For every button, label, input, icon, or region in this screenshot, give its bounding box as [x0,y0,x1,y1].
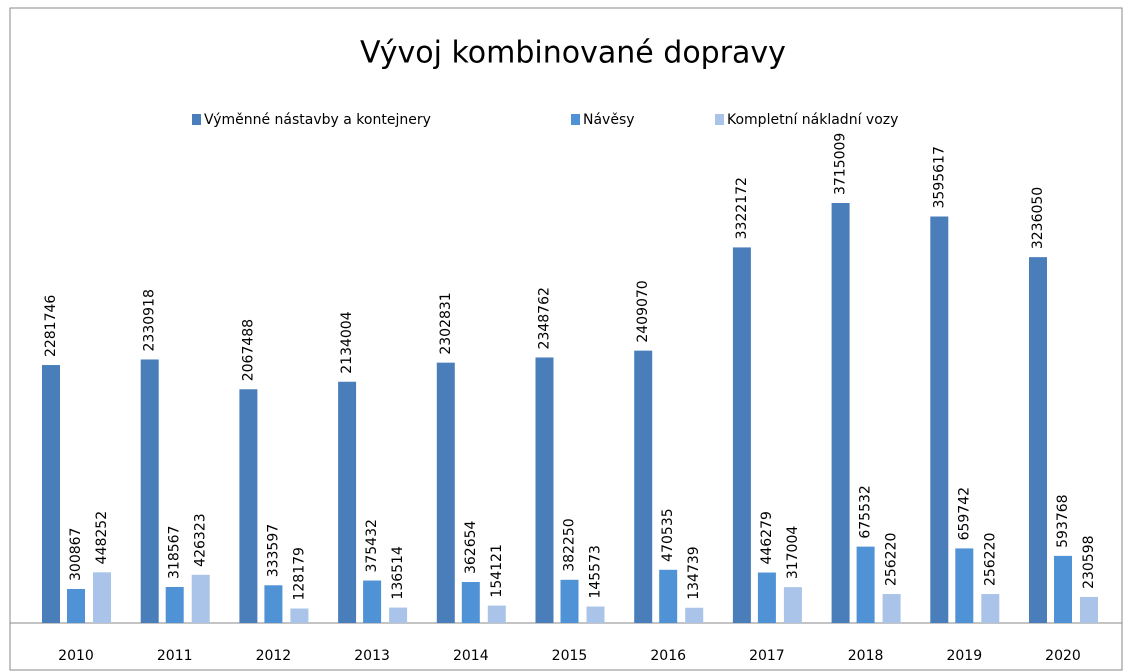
bar [732,247,751,623]
bar [685,607,704,623]
x-tick-label: 2013 [354,648,390,664]
bar [535,357,554,623]
value-label: 362654 [463,520,479,574]
value-label: 470535 [660,508,676,561]
bar [239,389,258,623]
bar [981,594,1000,623]
bar [831,203,850,623]
value-label: 300867 [68,528,84,581]
legend-label: Výměnné nástavby a kontejnery [204,112,431,128]
x-tick-label: 2012 [256,648,292,664]
bar [338,381,357,623]
bar [1054,555,1072,623]
bar [487,605,506,623]
chart-title: Vývoj kombinované dopravy [360,36,786,71]
bar [93,572,111,623]
bar [1080,596,1098,623]
x-tick-label: 2016 [650,648,686,664]
legend-label: Návěsy [583,112,635,128]
legend-swatch [192,114,201,125]
legend-swatch [571,114,580,125]
value-label: 154121 [489,544,505,597]
bar [634,350,653,623]
value-label: 333597 [265,524,281,577]
bar [757,572,776,623]
value-label: 2348762 [537,287,553,349]
x-tick-label: 2017 [749,648,785,664]
value-label: 317004 [785,526,801,580]
bar [264,585,283,623]
legend-label: Kompletní nákladní vozy [727,112,898,128]
bar [856,546,875,623]
x-tick-label: 2010 [58,648,94,664]
value-label: 145573 [588,545,604,598]
bar [436,362,455,623]
value-label: 134739 [686,546,702,599]
value-label: 446279 [759,511,775,564]
value-label: 3595617 [931,146,947,208]
bar [560,579,579,623]
value-label: 318567 [167,526,183,579]
value-label: 136514 [390,546,406,600]
bar [191,574,210,623]
bar [783,587,802,623]
bar [1029,257,1047,623]
value-label: 2134004 [339,311,355,373]
value-label: 382250 [562,518,578,571]
bar [140,359,159,623]
bar [955,548,974,623]
value-label: 2330918 [142,289,158,351]
bar [165,586,184,623]
x-tick-label: 2019 [946,648,982,664]
value-label: 3322172 [734,177,750,239]
bar [659,569,678,623]
value-label: 593768 [1055,494,1071,547]
value-label: 426323 [193,513,209,566]
x-tick-label: 2014 [453,648,489,664]
value-label: 256220 [884,533,900,586]
value-label: 2067488 [240,319,256,381]
bar [461,582,480,623]
bar [389,607,408,623]
bar [586,606,605,623]
bar [290,608,309,623]
value-label: 3236050 [1030,187,1046,249]
value-label: 448252 [94,511,110,564]
value-label: 2281746 [43,295,59,357]
bar [882,594,901,623]
value-label: 2409070 [635,280,651,342]
x-tick-label: 2011 [157,648,193,664]
value-label: 230598 [1081,535,1097,588]
value-label: 3715009 [833,133,849,195]
value-label: 675532 [858,485,874,538]
value-label: 2302831 [438,292,454,354]
bar [42,365,60,623]
value-label: 659742 [956,487,972,540]
x-tick-label: 2015 [552,648,588,664]
value-label: 128179 [291,547,307,600]
bar [67,588,85,623]
x-tick-label: 2018 [848,648,884,664]
bar [930,216,949,623]
x-tick-label: 2020 [1045,648,1081,664]
value-label: 256220 [982,533,998,586]
value-label: 375432 [364,519,380,572]
bar [363,580,382,623]
legend-swatch [715,114,724,125]
